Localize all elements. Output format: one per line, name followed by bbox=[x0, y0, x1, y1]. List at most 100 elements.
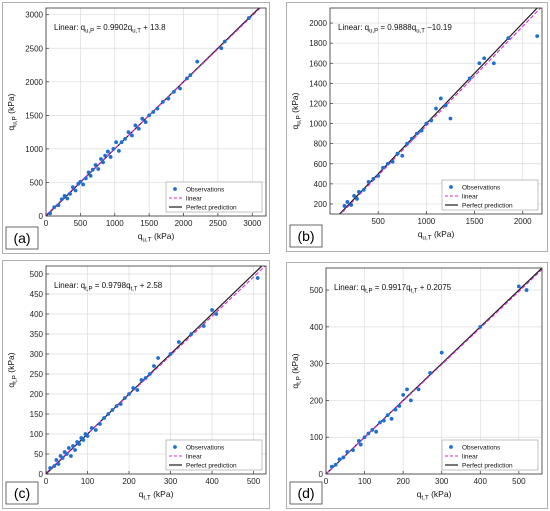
observation-point bbox=[70, 185, 75, 190]
y-tick-label: 500 bbox=[30, 178, 44, 187]
y-tick-label: 500 bbox=[30, 270, 44, 279]
observation-point bbox=[195, 59, 200, 64]
observation-point bbox=[68, 191, 72, 196]
observation-point bbox=[371, 176, 376, 181]
observation-point bbox=[48, 211, 53, 216]
observation-point bbox=[370, 427, 375, 432]
observation-point bbox=[93, 428, 98, 432]
panel-frame bbox=[2, 2, 270, 254]
y-tick-label: 0 bbox=[39, 212, 44, 221]
linear-fit-line bbox=[339, 8, 542, 214]
observation-point bbox=[397, 404, 402, 408]
y-tick-label: 50 bbox=[34, 450, 43, 459]
axes-box bbox=[45, 265, 267, 475]
x-tick-label: 2500 bbox=[209, 219, 227, 228]
observation-point bbox=[99, 157, 103, 161]
observation-point bbox=[93, 163, 98, 167]
observation-point bbox=[189, 332, 194, 336]
observation-point bbox=[155, 106, 160, 111]
legend-entry: linear bbox=[186, 196, 203, 203]
observation-point bbox=[429, 118, 434, 123]
y-tick-label: 400 bbox=[30, 310, 44, 319]
y-tick-label: 400 bbox=[314, 180, 328, 189]
observation-point bbox=[60, 456, 65, 460]
observation-point bbox=[114, 140, 119, 145]
legend: Observations linear Perfect prediction bbox=[165, 181, 263, 213]
legend-entry: linear bbox=[462, 194, 479, 201]
x-tick-label: 2000 bbox=[175, 219, 193, 228]
x-tick-label: 200 bbox=[396, 477, 410, 486]
plot-content bbox=[46, 8, 262, 216]
panel-label-box bbox=[5, 226, 39, 250]
panel-frame bbox=[2, 260, 270, 509]
y-tick-label: 500 bbox=[310, 286, 324, 295]
observation-point bbox=[81, 438, 86, 442]
chart-panel-d: 0 100 200 300 400 500 0 100 200 300 400 500 Linear: … bbox=[286, 262, 548, 509]
observation-point bbox=[133, 123, 138, 128]
observation-point bbox=[434, 106, 438, 111]
observation-point bbox=[59, 197, 64, 202]
observation-point bbox=[140, 116, 145, 121]
observation-point bbox=[477, 61, 482, 66]
x-tick-label: 0 bbox=[44, 477, 49, 486]
observation-point bbox=[118, 402, 123, 406]
observation-point bbox=[106, 412, 111, 416]
observation-point bbox=[108, 155, 113, 159]
legend-marker-observations bbox=[449, 185, 453, 189]
observation-point bbox=[171, 89, 176, 94]
observation-point bbox=[73, 448, 77, 452]
observation-point bbox=[114, 404, 119, 408]
y-tick-label: 200 bbox=[314, 200, 328, 209]
x-tick-label: 300 bbox=[435, 477, 449, 486]
x-tick-label: 0 bbox=[324, 477, 329, 486]
panel-frame bbox=[286, 262, 548, 509]
observation-point bbox=[85, 434, 90, 438]
y-tick-label: 450 bbox=[30, 290, 44, 299]
observation-point bbox=[65, 196, 70, 201]
observation-point bbox=[385, 161, 390, 166]
observation-point bbox=[81, 182, 86, 187]
observation-point bbox=[345, 200, 350, 204]
observation-point bbox=[467, 76, 472, 81]
observation-point bbox=[116, 149, 121, 153]
observation-point bbox=[64, 452, 69, 456]
observation-point bbox=[381, 165, 385, 170]
y-tick-label: 3000 bbox=[25, 11, 43, 20]
observation-point bbox=[201, 324, 206, 328]
x-tick-label: 500 bbox=[247, 477, 261, 486]
observation-point bbox=[361, 187, 366, 192]
y-tick-label: 150 bbox=[30, 410, 44, 419]
x-tick-label: 400 bbox=[474, 477, 488, 486]
y-tick-label: 600 bbox=[314, 160, 328, 169]
x-tick-label: 2000 bbox=[514, 217, 532, 226]
observation-point bbox=[151, 110, 156, 114]
panel-label-box bbox=[289, 224, 323, 248]
observation-point bbox=[71, 444, 75, 448]
legend-entry: Perfect prediction bbox=[186, 205, 237, 212]
x-axis-label: qu,T​ (kPa) bbox=[418, 229, 455, 242]
y-tick-label: 2000 bbox=[309, 19, 327, 28]
observation-point bbox=[126, 130, 131, 135]
observation-point bbox=[222, 39, 227, 44]
y-tick-label: 0 bbox=[39, 470, 44, 479]
y-tick-label: 2500 bbox=[25, 44, 43, 53]
observation-point bbox=[337, 457, 342, 462]
observation-point bbox=[482, 56, 487, 61]
observation-point bbox=[62, 193, 67, 198]
x-tick-label: 100 bbox=[81, 477, 95, 486]
legend: Observations linear Perfect prediction bbox=[441, 179, 539, 211]
observation-point bbox=[66, 446, 71, 450]
observation-point bbox=[98, 422, 102, 426]
observation-point bbox=[443, 103, 448, 108]
observation-point bbox=[385, 413, 390, 418]
x-tick-label: 1000 bbox=[106, 219, 124, 228]
legend-marker-observations bbox=[173, 187, 177, 191]
observation-point bbox=[376, 173, 381, 178]
fit-equation-label: Linear: qt,P​ = 0.9917qt,T​ + 0.2075 bbox=[334, 283, 452, 294]
observation-point bbox=[366, 431, 371, 436]
observation-point bbox=[119, 140, 124, 145]
panel-label: (b) bbox=[297, 228, 314, 244]
y-tick-label: 1600 bbox=[309, 59, 327, 68]
observation-point bbox=[524, 288, 529, 292]
